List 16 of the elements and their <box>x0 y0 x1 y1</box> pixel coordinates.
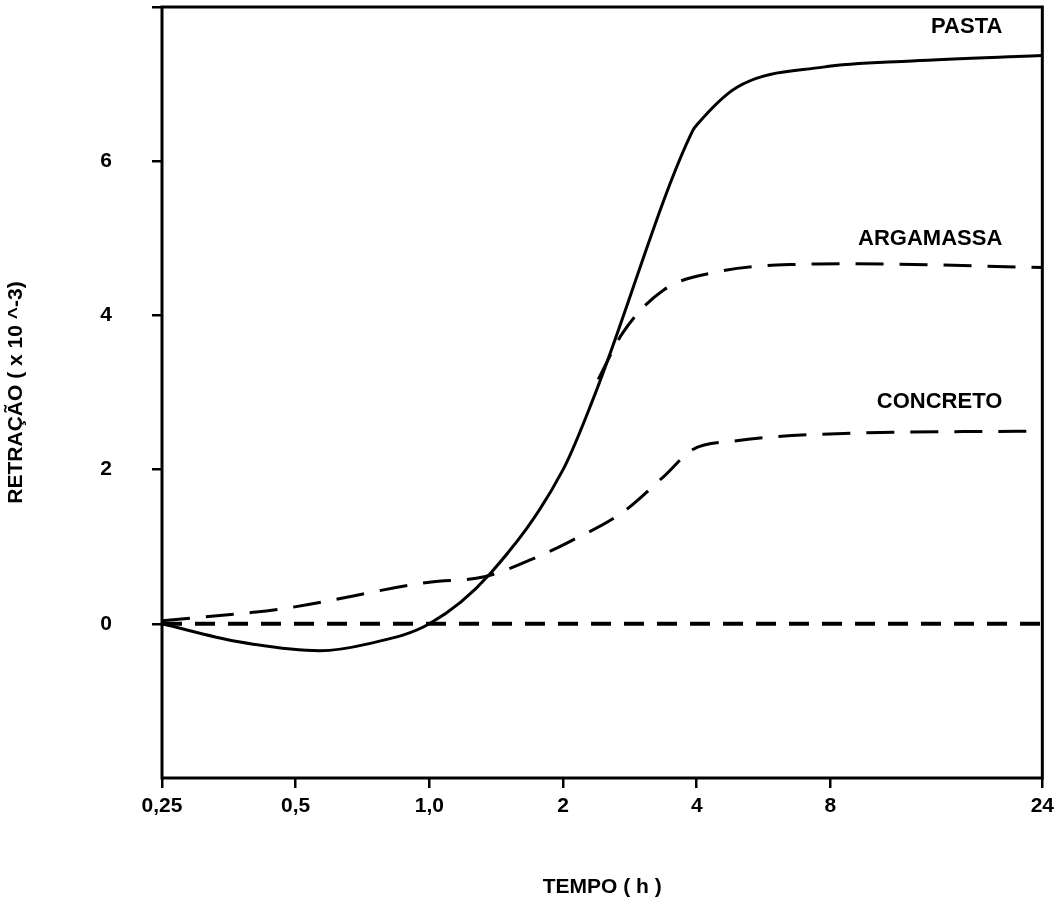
y-axis-title: RETRAÇÃO ( x 10 ^-3) <box>3 281 27 504</box>
y-tick-label: 0 <box>100 610 112 634</box>
series-label: CONCRETO <box>876 388 1003 414</box>
x-tick-label: 24 <box>1030 793 1055 817</box>
y-tick-label: 6 <box>100 148 112 171</box>
x-tick-label: 0,5 <box>281 793 311 817</box>
x-tick-label: 4 <box>690 793 703 817</box>
x-tick-label: 0,25 <box>141 793 183 817</box>
y-tick-label: 4 <box>100 302 113 326</box>
y-tick-label: 2 <box>100 456 112 480</box>
series-label: ARGAMASSA <box>858 224 1003 250</box>
x-tick-label: 2 <box>557 793 569 817</box>
x-axis-title: TEMPO ( h ) <box>542 874 662 898</box>
series-label: PASTA <box>931 12 1003 38</box>
x-tick-label: 1,0 <box>414 793 444 817</box>
x-tick-label: 8 <box>824 793 837 817</box>
